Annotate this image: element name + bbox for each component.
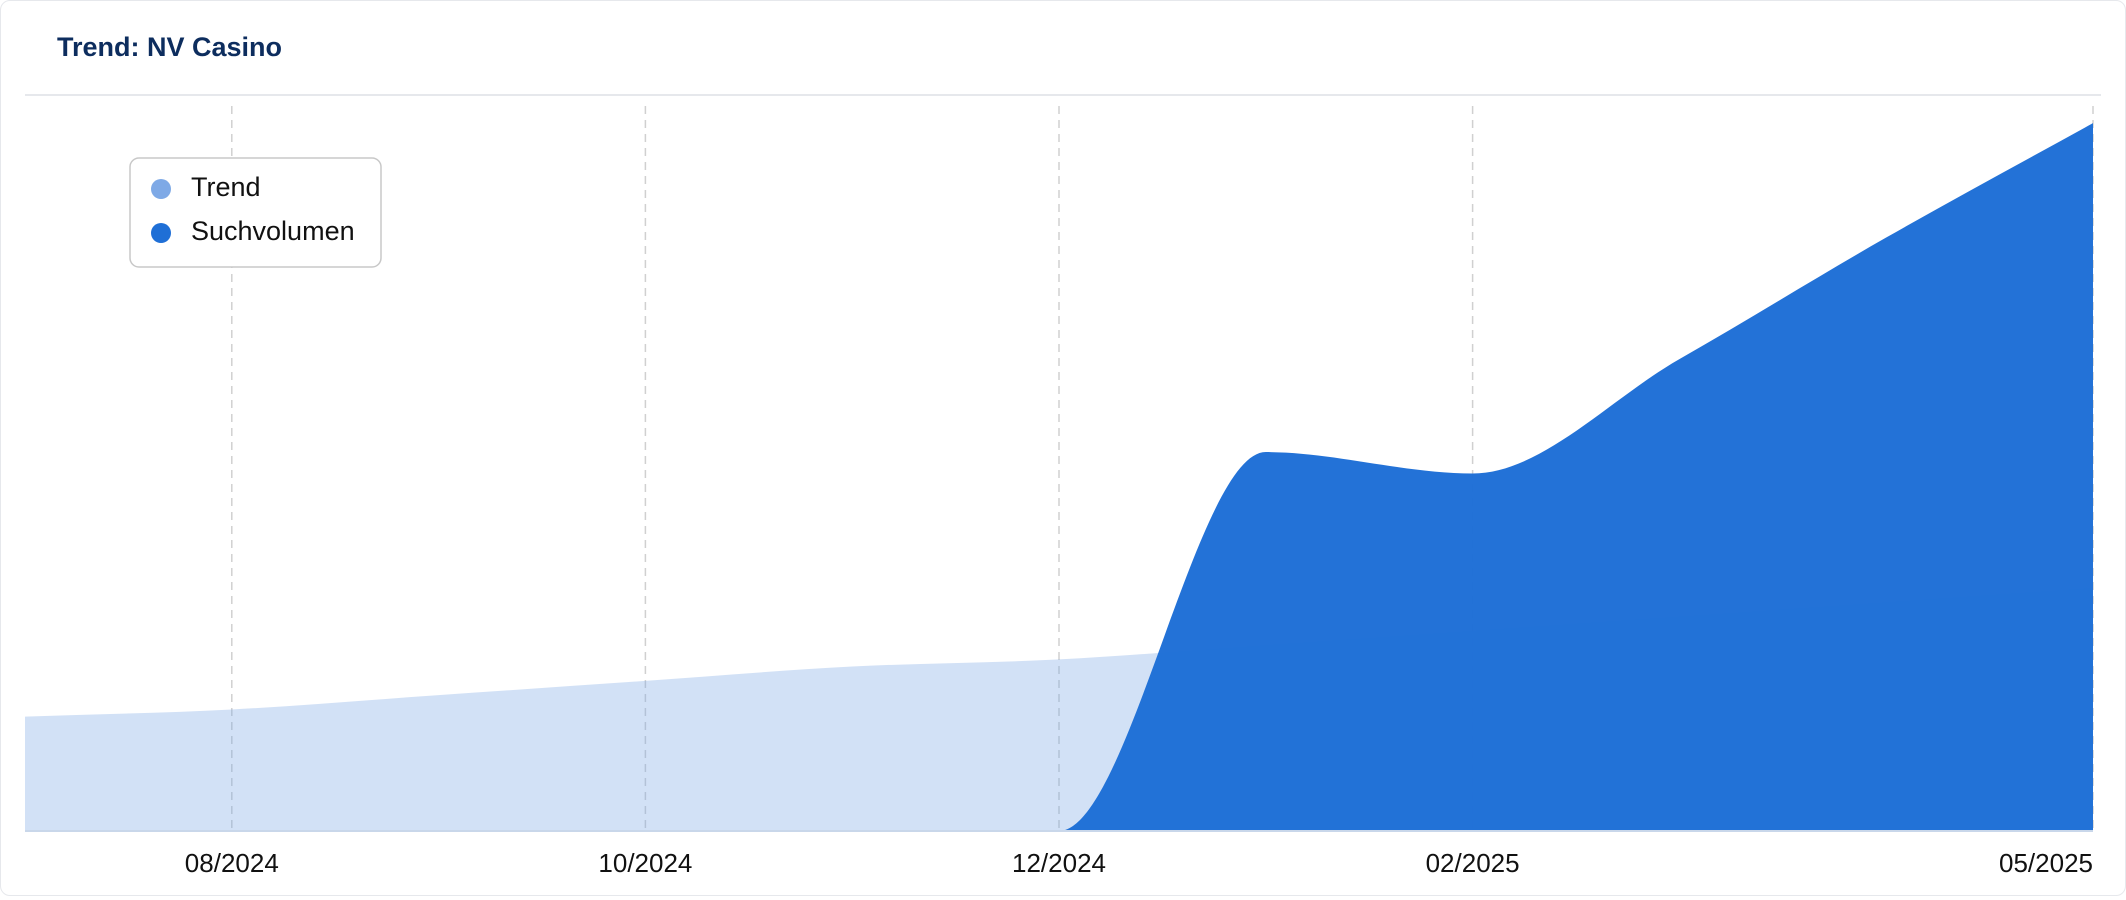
area <box>25 123 2093 831</box>
legend-label: Trend <box>191 172 261 202</box>
chart-title: Trend: NV Casino <box>57 32 282 62</box>
x-tick-label: 02/2025 <box>1426 848 1520 878</box>
legend-marker <box>151 223 171 243</box>
plot: 08/2024 10/2024 12/2024 02/2025 05/2025 <box>25 106 2094 878</box>
x-tick-label: 08/2024 <box>185 848 279 878</box>
legend-label: Suchvolumen <box>191 216 355 246</box>
x-tick-label: 10/2024 <box>598 848 692 878</box>
x-tick-label: 05/2025 <box>1999 848 2093 878</box>
legend: Trend Suchvolumen <box>129 157 382 268</box>
x-tick-label: 12/2024 <box>1012 848 1106 878</box>
legend-marker <box>151 179 171 199</box>
legend-box <box>129 157 382 268</box>
